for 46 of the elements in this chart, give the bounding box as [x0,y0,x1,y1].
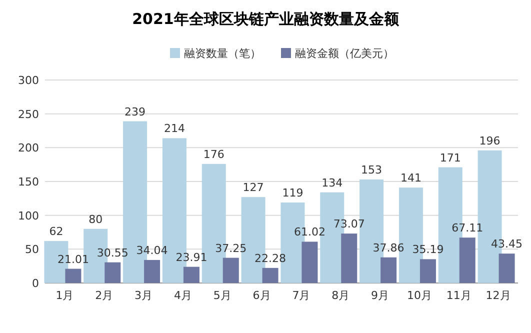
legend-label: 融资数量（笔） [184,47,261,60]
data-label: 171 [440,151,461,164]
x-tick-label: 2月 [95,289,114,302]
data-label: 35.19 [412,243,444,256]
x-tick-label: 11月 [446,289,472,302]
x-tick-label: 7月 [292,289,310,302]
x-tick-label: 3月 [134,289,153,302]
data-label: 153 [361,163,382,176]
y-tick-label: 0 [32,277,39,290]
data-label: 80 [88,212,103,226]
y-tick-label: 250 [18,108,39,121]
x-tick-label: 9月 [371,289,390,302]
data-label: 196 [479,134,500,148]
data-label: 34.04 [136,244,168,257]
x-tick-label: 10月 [406,289,432,302]
data-label: 214 [164,122,185,136]
y-tick-label: 300 [18,74,39,87]
data-label: 119 [282,186,304,200]
data-label: 61.02 [294,226,326,239]
data-label: 22.28 [254,252,286,265]
x-tick-label: 1月 [56,289,74,302]
data-label: 37.25 [215,242,247,255]
data-label: 127 [242,181,264,194]
data-label: 23.91 [176,250,208,264]
data-label: 62 [49,225,64,238]
data-label: 73.07 [333,218,365,231]
data-label: 134 [322,176,343,190]
x-tick-label: 8月 [332,289,350,302]
data-label: 37.86 [372,241,404,254]
data-label: 43.45 [491,238,523,251]
data-label: 67.11 [452,222,484,235]
y-tick-label: 150 [18,176,39,188]
data-label: 141 [400,172,422,185]
x-tick-label: 5月 [213,289,232,302]
legend-label: 融资金额（亿美元） [295,47,394,60]
y-tick-label: 200 [18,142,39,155]
x-tick-label: 12月 [486,289,511,302]
x-tick-label: 4月 [174,289,192,302]
x-tick-label: 6月 [252,289,271,302]
y-tick-label: 50 [25,243,39,256]
data-label: 30.55 [96,246,128,260]
data-label: 21.01 [57,252,89,266]
title: 2021年全球区块链产业融资数量及金额 [132,10,399,28]
data-label: 239 [124,105,146,118]
data-label: 176 [203,148,224,161]
y-tick-label: 100 [18,209,39,222]
